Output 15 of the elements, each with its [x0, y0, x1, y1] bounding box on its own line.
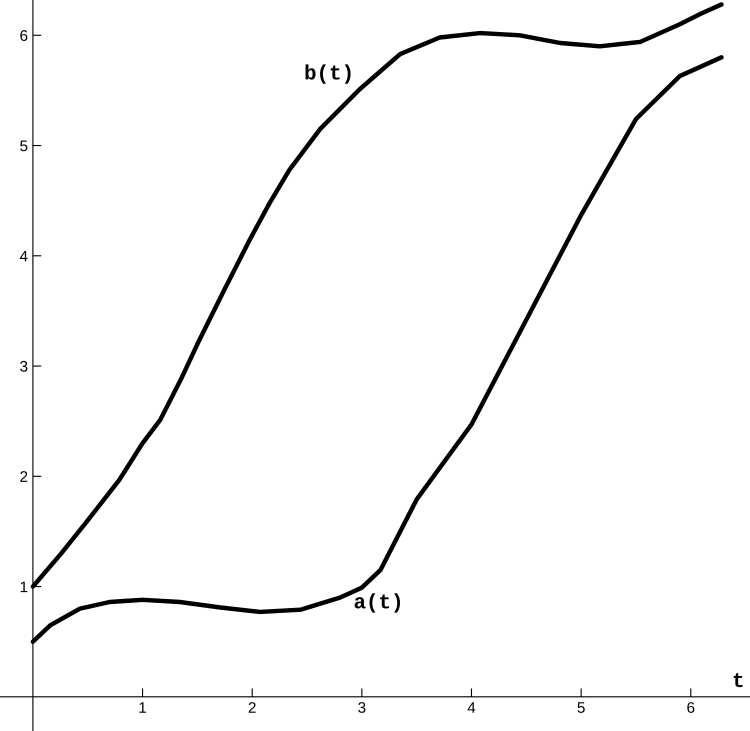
y-tick-label: 1: [20, 582, 28, 592]
x-axis-title: t: [734, 673, 743, 688]
x-tick-label: 2: [248, 702, 256, 713]
x-tick-label: 5: [578, 702, 585, 713]
annotation: a(t): [354, 593, 400, 613]
y-tick-label: 2: [20, 471, 28, 482]
x-tick-label: 6: [687, 702, 694, 713]
y-tick-label: 3: [20, 360, 28, 372]
x-tick-label: 1: [139, 702, 146, 713]
x-tick-label: 4: [468, 702, 476, 713]
y-tick-label: 6: [20, 30, 28, 41]
y-tick-label: 4: [20, 250, 28, 262]
y-tick-label: 5: [20, 140, 28, 152]
x-tick-label: 3: [358, 702, 366, 713]
annotation: b(t): [306, 64, 351, 84]
